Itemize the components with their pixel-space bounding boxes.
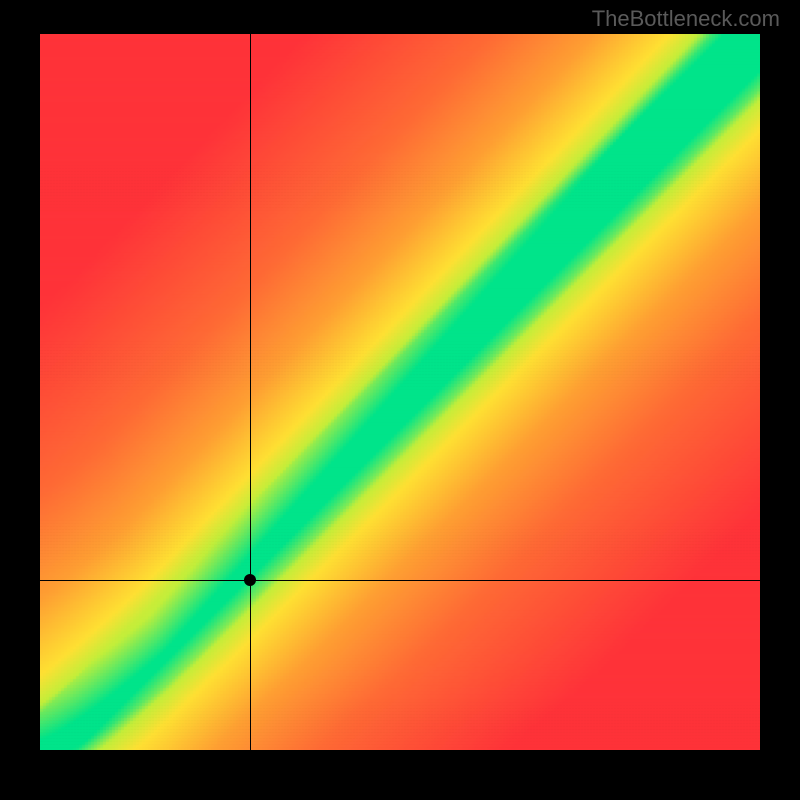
chart-container: TheBottleneck.com <box>0 0 800 800</box>
crosshair-horizontal <box>40 580 760 581</box>
crosshair-vertical <box>250 34 251 750</box>
watermark-text: TheBottleneck.com <box>592 6 780 32</box>
crosshair-marker <box>244 574 256 586</box>
heatmap-canvas <box>40 34 760 750</box>
